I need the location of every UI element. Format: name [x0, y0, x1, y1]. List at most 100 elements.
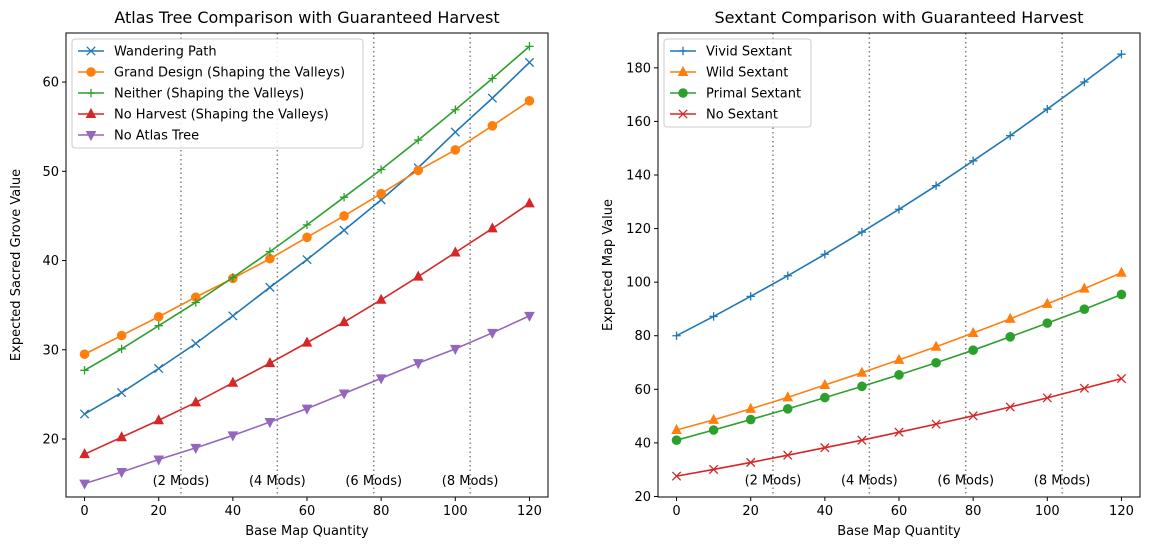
annotation-2: (6 Mods) — [937, 473, 994, 488]
legend-entry: No Atlas Tree — [78, 129, 199, 144]
x-axis-label: Base Map Quantity — [837, 524, 961, 539]
data-point — [449, 344, 461, 355]
legend: Wandering Path Grand Design (Shaping the … — [71, 38, 364, 149]
legend-label: Primal Sextant — [706, 87, 801, 102]
legend: Vivid Sextant Wild Sextant Primal Sextant N… — [663, 38, 812, 128]
y-tick-label: 180 — [626, 61, 651, 76]
legend-marker — [85, 131, 97, 142]
data-point — [671, 423, 682, 435]
atlas-tree-chart: (2 Mods) (4 Mods) (6 Mods) (8 Mods) 0 20 40 60 8… — [9, 8, 549, 539]
x-tick-label: 80 — [965, 504, 982, 519]
data-point — [931, 181, 941, 190]
data-point — [339, 192, 349, 202]
data-point — [79, 448, 90, 459]
data-point — [1080, 77, 1089, 87]
chart-title: Sextant Comparison with Guaranteed Harve… — [714, 8, 1083, 27]
data-point — [783, 450, 793, 460]
data-point — [671, 471, 682, 481]
data-point — [265, 247, 275, 256]
data-point — [227, 431, 239, 442]
legend-label: No Atlas Tree — [114, 129, 199, 144]
x-tick-label: 120 — [1109, 504, 1134, 519]
data-point — [1004, 312, 1016, 323]
y-tick-label: 60 — [42, 76, 59, 91]
legend-label: No Sextant — [706, 108, 778, 123]
y-tick-label: 120 — [626, 222, 651, 237]
data-point — [376, 165, 386, 174]
series-wandering-path — [79, 57, 535, 419]
legend-marker — [678, 109, 688, 119]
series-no-sextant — [671, 373, 1127, 481]
legend-entry: Vivid Sextant — [670, 45, 792, 60]
data-point — [153, 455, 165, 466]
data-point — [1079, 383, 1090, 393]
legend-label: No Harvest (Shaping the Valleys) — [114, 108, 329, 123]
data-point — [968, 345, 978, 355]
y-tick-label: 60 — [634, 383, 651, 398]
data-point — [708, 413, 719, 424]
data-point — [819, 378, 831, 390]
data-point — [487, 328, 498, 339]
series-vivid-sextant — [672, 49, 1126, 340]
data-point — [302, 232, 312, 243]
legend-box — [663, 38, 812, 128]
data-point — [414, 135, 423, 145]
series-neither-shaping-the-valleys — [80, 42, 534, 375]
data-point — [894, 205, 904, 214]
data-point — [302, 254, 312, 265]
data-point — [412, 270, 424, 281]
annotation-0: (2 Mods) — [745, 473, 802, 488]
data-point — [782, 391, 794, 402]
data-point — [451, 105, 460, 114]
legend-entry: Neither (Shaping the Valleys) — [78, 87, 304, 102]
data-point — [782, 404, 793, 414]
x-tick-label: 60 — [299, 504, 316, 519]
data-point — [968, 156, 978, 165]
data-point — [450, 127, 460, 137]
y-tick-label: 40 — [42, 254, 59, 269]
data-point — [488, 74, 497, 83]
data-point — [265, 282, 275, 292]
y-tick-label: 100 — [626, 276, 651, 291]
data-point — [894, 370, 904, 380]
data-point — [449, 246, 461, 257]
data-point — [190, 396, 202, 407]
y-axis-label: Expected Sacred Grove Value — [9, 169, 24, 361]
data-point — [1041, 297, 1053, 308]
legend-entry: No Harvest (Shaping the Valleys) — [78, 108, 329, 123]
x-tick-label: 20 — [150, 504, 167, 519]
data-point — [339, 211, 349, 221]
data-point — [487, 93, 498, 103]
y-tick-label: 140 — [626, 168, 651, 183]
data-point — [524, 96, 535, 106]
data-point — [746, 292, 755, 301]
data-point — [413, 165, 424, 176]
y-tick-label: 20 — [42, 433, 59, 448]
chart-title: Atlas Tree Comparison with Guaranteed Ha… — [114, 8, 499, 27]
data-point — [153, 311, 164, 322]
y-tick-label: 20 — [634, 490, 651, 505]
data-point — [745, 402, 757, 413]
data-point — [524, 311, 535, 322]
annotation-3: (8 Mods) — [1034, 473, 1091, 488]
data-point — [820, 250, 830, 259]
data-point — [856, 366, 868, 377]
legend-marker — [85, 107, 97, 118]
data-point — [1042, 393, 1052, 403]
data-point — [79, 409, 90, 419]
data-point — [117, 344, 126, 354]
annotation-3: (8 Mods) — [442, 474, 499, 489]
legend-entry: Primal Sextant — [670, 87, 801, 102]
data-point — [79, 349, 90, 360]
series-primal-sextant — [671, 289, 1127, 446]
data-point — [745, 414, 756, 425]
x-tick-label: 0 — [672, 504, 680, 519]
data-point — [450, 145, 461, 155]
data-point — [1116, 266, 1127, 277]
x-axis-label: Base Map Quantity — [245, 524, 369, 539]
legend-label: Wild Sextant — [706, 66, 788, 81]
legend-entry: Grand Design (Shaping the Valleys) — [78, 66, 345, 81]
data-point — [967, 326, 979, 338]
data-point — [857, 435, 867, 445]
x-tick-label: 120 — [517, 504, 542, 519]
